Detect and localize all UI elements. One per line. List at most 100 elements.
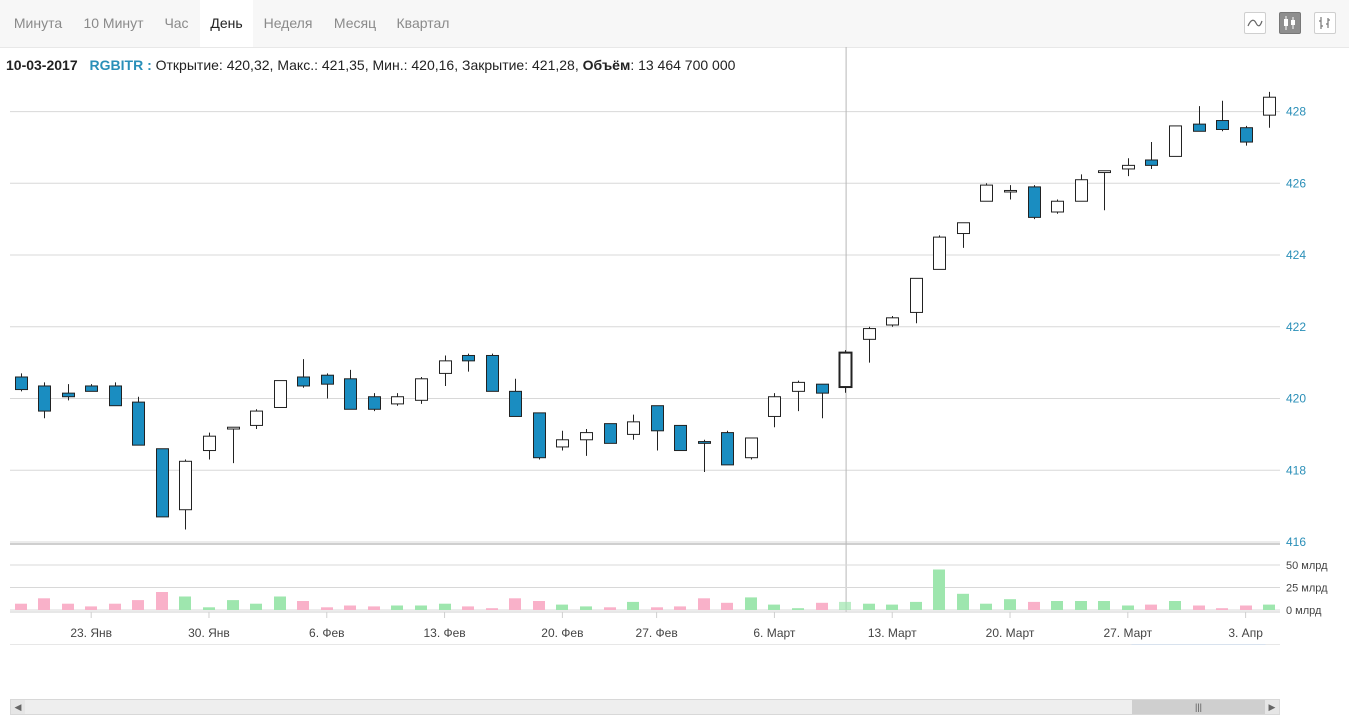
candle-body xyxy=(344,378,357,410)
candle-body xyxy=(1193,123,1206,132)
volume-bar xyxy=(1240,605,1252,610)
candle-body xyxy=(745,437,758,459)
candle-body xyxy=(227,426,240,430)
candle-body xyxy=(132,401,145,446)
tab-10-minutes[interactable]: 10 Минут xyxy=(83,15,144,31)
info-high-label: Макс.: xyxy=(277,57,318,73)
x-axis-label: 20. Март xyxy=(986,626,1035,640)
tab-month[interactable]: Месяц xyxy=(333,15,377,31)
ohlc-chart-icon xyxy=(1319,17,1330,29)
candle-body xyxy=(439,360,452,374)
candle-body xyxy=(863,328,876,340)
x-axis-label: 20. Фев xyxy=(541,626,583,640)
candle-body xyxy=(1169,125,1182,157)
scroll-thumb[interactable]: ||| xyxy=(1132,700,1265,714)
candle-body xyxy=(415,378,428,401)
candle-body xyxy=(533,412,546,459)
navigator-scrollbar[interactable]: ◀ ||| ▶ xyxy=(10,699,1280,715)
candle-body xyxy=(1240,127,1253,143)
candle-body xyxy=(203,435,216,452)
volume-bar xyxy=(886,604,898,610)
candle-body xyxy=(297,376,310,387)
info-close-label: Закрытие: xyxy=(461,57,529,73)
candle-body xyxy=(721,432,734,466)
x-axis-label: 13. Фев xyxy=(423,626,465,640)
volume-bar xyxy=(274,596,286,610)
info-low-label: Мин.: xyxy=(372,57,408,73)
candle-body xyxy=(1004,189,1017,193)
candle-body xyxy=(556,439,569,448)
scroll-left-button[interactable]: ◀ xyxy=(11,700,25,714)
volume-bar xyxy=(721,602,733,610)
candle-body xyxy=(698,441,711,444)
volume-bar xyxy=(203,607,215,610)
volume-bar xyxy=(15,603,27,610)
volume-bar xyxy=(698,598,710,610)
scroll-right-button[interactable]: ▶ xyxy=(1265,700,1279,714)
tab-quarter[interactable]: Квартал xyxy=(396,15,450,31)
info-low: 420,16 xyxy=(411,57,455,73)
candle-body xyxy=(1051,200,1064,213)
volume-bar xyxy=(1169,601,1181,610)
candle-body xyxy=(651,405,664,432)
volume-bar xyxy=(509,598,521,610)
candle-body xyxy=(109,385,122,407)
volume-bar xyxy=(439,603,451,610)
volume-bar xyxy=(321,607,333,610)
volume-bar xyxy=(957,593,969,610)
volume-bar xyxy=(980,603,992,610)
volume-bar xyxy=(1122,605,1134,610)
candle-body xyxy=(957,222,970,235)
price-chart[interactable]: 416 418 420 422 424 426 428 0 млрд 25 млрд 50 млр… xyxy=(0,47,1349,645)
info-high: 421,35 xyxy=(321,57,365,73)
ohlc-info-line: 10-03-2017 RGBITR : Открытие: 420,32, Ма… xyxy=(6,57,736,73)
candle-body xyxy=(62,392,75,398)
volume-axis-label: 25 млрд xyxy=(1286,583,1328,595)
y-axis-label: 426 xyxy=(1286,176,1306,190)
candle-body xyxy=(1145,159,1158,166)
volume-bar xyxy=(1216,608,1228,610)
candle-body xyxy=(910,277,923,313)
candle-body xyxy=(250,410,263,426)
y-axis-label: 424 xyxy=(1286,248,1306,262)
volume-bar xyxy=(651,607,663,610)
tab-minute[interactable]: Минута xyxy=(13,15,63,31)
volume-bar xyxy=(627,601,639,610)
tab-week[interactable]: Неделя xyxy=(263,15,313,31)
volume-bar xyxy=(109,603,121,610)
timeframe-tabs: Минута 10 Минут Час День Неделя Месяц Кв… xyxy=(0,0,1349,48)
candle-body xyxy=(933,236,946,270)
volume-bar xyxy=(910,601,922,610)
volume-bar xyxy=(227,600,239,610)
candle-body xyxy=(462,354,475,362)
volume-bar xyxy=(816,602,828,610)
volume-bar xyxy=(486,608,498,610)
candle-body xyxy=(509,390,522,417)
candle-body xyxy=(768,396,781,417)
x-axis-label: 27. Фев xyxy=(636,626,678,640)
volume-bar xyxy=(1004,599,1016,610)
y-axis-label: 428 xyxy=(1286,105,1306,119)
x-axis-label: 13. Март xyxy=(868,626,917,640)
volume-bar xyxy=(863,603,875,610)
volume-bar xyxy=(1098,601,1110,610)
candle-body xyxy=(179,460,192,511)
x-axis-label: 6. Фев xyxy=(309,626,345,640)
volume-bar xyxy=(1028,601,1040,610)
candle-body xyxy=(674,424,687,452)
candle-body xyxy=(816,383,829,394)
candlestick-chart-button[interactable] xyxy=(1279,12,1301,34)
info-symbol: RGBITR : xyxy=(89,57,152,73)
volume-bar xyxy=(556,604,568,610)
candle-body xyxy=(38,385,51,412)
info-open-label: Открытие: xyxy=(155,57,223,73)
ohlc-chart-button[interactable] xyxy=(1314,12,1336,34)
candle-body xyxy=(580,432,593,441)
tab-day[interactable]: День xyxy=(200,0,253,47)
candle-body xyxy=(604,423,617,444)
volume-bar xyxy=(85,606,97,610)
tab-hour[interactable]: Час xyxy=(164,15,189,31)
y-axis-label: 416 xyxy=(1286,535,1306,549)
candle-body xyxy=(627,421,640,435)
line-chart-button[interactable] xyxy=(1244,12,1266,34)
